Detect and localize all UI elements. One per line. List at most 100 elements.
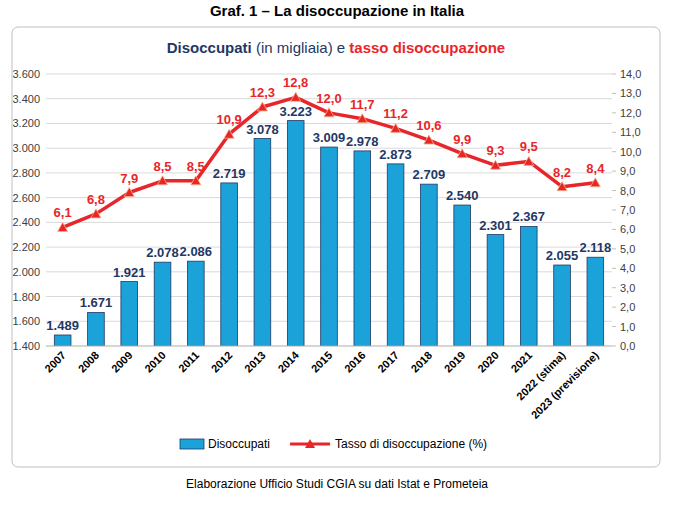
grid-line (46, 123, 612, 124)
line-label: 8,2 (553, 165, 571, 180)
marker (557, 182, 567, 191)
x-tick-label: 2023 (previsione) (529, 349, 601, 421)
y2-tick (612, 112, 616, 113)
title: Graf. 1 – La disoccupazione in Italia (210, 2, 465, 19)
y-tick-label: 3.200 (12, 117, 40, 129)
marker (124, 188, 134, 197)
line-label: 9,5 (520, 139, 538, 154)
marker (224, 129, 234, 138)
bar (321, 147, 338, 346)
marker (257, 102, 267, 111)
bar (54, 335, 71, 346)
bar-label: 1.489 (46, 318, 79, 333)
data-labels: 1.4891.6711.9212.0782.0862.7193.0783.223… (46, 75, 611, 333)
x-tick-label: 2007 (42, 349, 68, 375)
y2-tick-label: 1,0 (620, 321, 635, 333)
bar-label: 3.009 (313, 130, 346, 145)
bar (421, 184, 438, 346)
line-label: 11,2 (383, 106, 408, 121)
x-tick-label: 2009 (109, 349, 135, 375)
y2-tick (612, 287, 616, 288)
grid-line (46, 346, 612, 347)
y2-tick-label: 8,0 (620, 185, 635, 197)
y-tick-label: 3.600 (12, 68, 40, 80)
x-tick-label: 2014 (275, 348, 301, 374)
bar (387, 164, 404, 346)
y2-tick-label: 13,0 (620, 87, 641, 99)
bar-label: 3.078 (246, 122, 279, 137)
y2-tick (612, 307, 616, 308)
subtitle-part: (in migliaia) e (252, 39, 345, 56)
chart: Graf. 1 – La disoccupazione in Italia Dis… (0, 0, 674, 508)
y2-tick-label: 3,0 (620, 282, 635, 294)
x-axis (46, 346, 612, 347)
marker (424, 135, 434, 144)
marker (91, 209, 101, 218)
y2-tick-label: 7,0 (620, 204, 635, 216)
bar-label: 2.078 (146, 245, 179, 260)
bar-label: 2.873 (379, 147, 412, 162)
marker (158, 176, 168, 185)
y2-tick-label: 2,0 (620, 301, 635, 313)
marker (391, 123, 401, 132)
bar-label: 2.055 (546, 248, 579, 263)
x-tick-label: 2013 (242, 349, 268, 375)
marker (324, 108, 334, 117)
bar (587, 257, 604, 346)
legend-label: Tasso di disoccupazione (%) (335, 437, 487, 451)
bar-label: 2.540 (446, 188, 479, 203)
bar (188, 261, 205, 346)
y2-tick (612, 132, 616, 133)
x-tick-label: 2008 (76, 349, 102, 375)
bar (287, 121, 304, 346)
y2-tick (612, 93, 616, 94)
bar (454, 205, 471, 346)
x-tick-label: 2021 (508, 349, 534, 375)
marker (590, 178, 600, 187)
bar (88, 312, 105, 346)
x-tick-label: 2012 (209, 349, 235, 375)
x-tick-label: 2015 (309, 349, 335, 375)
line-label: 7,9 (120, 171, 138, 186)
legend-label: Disoccupati (208, 437, 270, 451)
marks (54, 92, 603, 346)
x-tick-label: 2016 (342, 349, 368, 375)
legend: Disoccupati Tasso di disoccupazione (%) (180, 437, 487, 451)
x-tick-label: 2017 (375, 349, 401, 375)
y2-tick (612, 248, 616, 249)
line-label: 11,7 (350, 97, 375, 112)
y2-tick-label: 12,0 (620, 107, 641, 119)
marker (291, 92, 301, 101)
subtitle: Disoccupati (in migliaia) e tasso disocc… (167, 39, 505, 56)
x-tick-label: 2010 (142, 349, 168, 375)
grid-line (46, 74, 612, 75)
bar-label: 1.671 (80, 295, 113, 310)
bar-label: 2.086 (180, 244, 213, 259)
y-tick-label: 3.400 (12, 93, 40, 105)
y2-tick-label: 9,0 (620, 165, 635, 177)
y2-tick-label: 10,0 (620, 146, 641, 158)
y2-tick (612, 74, 616, 75)
marker (58, 222, 68, 231)
marker (357, 114, 367, 123)
y2-tick (612, 229, 616, 230)
bar-label: 3.223 (279, 104, 312, 119)
marker (457, 149, 467, 158)
subtitle-part: tasso disoccupazione (345, 39, 505, 56)
marker (524, 156, 534, 165)
y2-tick (612, 190, 616, 191)
x-tick-label: 2019 (442, 349, 468, 375)
y2-tick (612, 210, 616, 211)
line-label: 12,0 (316, 91, 341, 106)
y-tick-label: 2.000 (12, 266, 40, 278)
y-tick-label: 2.800 (12, 167, 40, 179)
legend-swatch (180, 439, 204, 449)
y-tick-label: 3.000 (12, 142, 40, 154)
bar (520, 226, 537, 346)
y2-tick (612, 346, 616, 347)
y2-tick-label: 4,0 (620, 262, 635, 274)
y-tick-label: 1.600 (12, 315, 40, 327)
line-label: 8,5 (153, 159, 171, 174)
bar (121, 282, 138, 346)
bar-label: 2.709 (413, 167, 446, 182)
